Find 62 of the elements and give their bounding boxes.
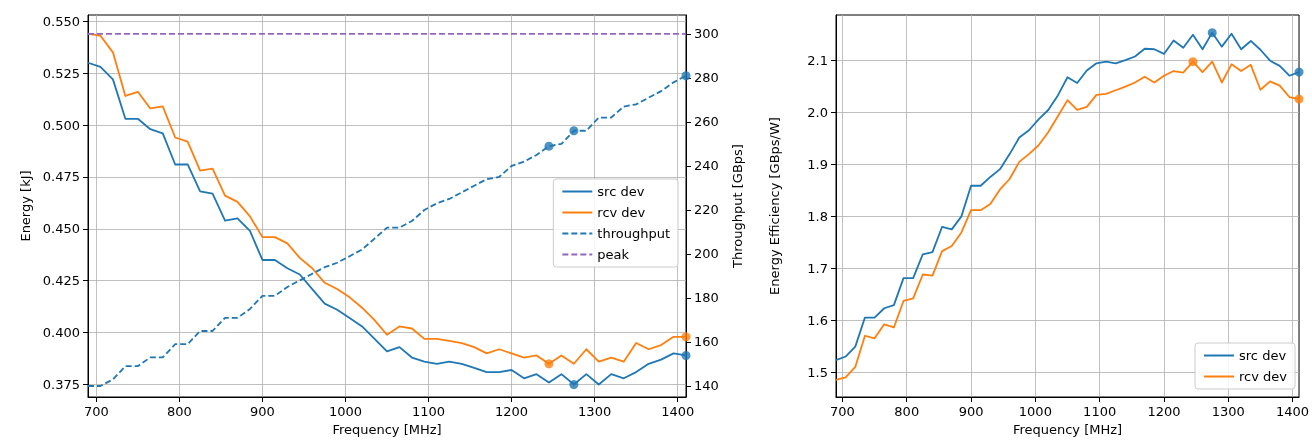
y-tick-label: 0.475 — [42, 169, 80, 185]
legend-label: src dev — [1239, 348, 1287, 363]
x-tick-label: 1300 — [1211, 404, 1245, 419]
y2-tick-label: 240 — [694, 158, 719, 174]
point — [544, 359, 554, 369]
x-tick-label: 800 — [894, 404, 920, 419]
x-tick-label: 1000 — [1018, 404, 1052, 419]
x-tick-label: 1200 — [495, 404, 529, 419]
x-tick-label: 700 — [830, 404, 855, 419]
y2-tick-label: 300 — [694, 26, 719, 42]
y-tick-label: 0.375 — [42, 377, 80, 393]
y-tick-label: 2.1 — [807, 53, 828, 69]
x-tick-label: 1100 — [411, 404, 446, 419]
y-axis-title: Energy [kJ] — [17, 170, 33, 242]
y2-tick-label: 220 — [694, 202, 719, 218]
point — [569, 126, 579, 136]
point — [569, 380, 579, 390]
y-tick-label: 0.400 — [42, 325, 80, 341]
legend-label: throughput — [597, 226, 670, 241]
y2-tick-label: 140 — [694, 378, 719, 394]
legend-label: peak — [597, 247, 630, 262]
y-tick-label: 2.0 — [807, 105, 828, 121]
legend-label: rcv dev — [597, 205, 646, 220]
point — [1188, 57, 1198, 67]
x-tick-label: 1400 — [1276, 404, 1310, 419]
y2-tick-label: 280 — [694, 70, 719, 86]
x-tick-label: 900 — [958, 404, 984, 419]
x-tick-label: 1400 — [661, 404, 695, 419]
x-tick-label: 1200 — [1147, 404, 1181, 419]
y2-tick-label: 260 — [694, 114, 719, 130]
y-tick-label: 0.525 — [42, 65, 80, 81]
y-tick-label: 0.425 — [42, 273, 80, 289]
x-axis-title: Frequency [MHz] — [332, 421, 442, 437]
y-tick-label: 1.9 — [807, 156, 828, 172]
x-tick-label: 700 — [83, 404, 109, 419]
x-tick-label: 1000 — [328, 404, 363, 419]
point — [1294, 94, 1304, 104]
y-tick-label: 1.5 — [807, 364, 828, 380]
legend-label: rcv dev — [1239, 369, 1288, 384]
y-tick-label: 0.500 — [42, 117, 80, 133]
y2-tick-label: 180 — [694, 290, 719, 306]
y-tick-label: 0.450 — [42, 221, 80, 237]
point — [1207, 28, 1217, 38]
y2-tick-label: 160 — [694, 334, 719, 350]
x-tick-label: 800 — [166, 404, 192, 419]
y2-axis-title: Throughput [GBps] — [730, 144, 745, 269]
y-tick-label: 1.8 — [807, 208, 828, 224]
x-tick-label: 1300 — [578, 404, 612, 419]
point — [681, 332, 691, 342]
x-tick-label: 900 — [250, 404, 275, 419]
y-axis-title: Energy Efficiency [GBps/W] — [767, 117, 782, 295]
y-tick-label: 1.7 — [807, 260, 828, 276]
x-tick-label: 1100 — [1083, 404, 1117, 419]
y2-tick-label: 200 — [694, 246, 719, 262]
y-tick-label: 0.550 — [42, 13, 80, 29]
point — [681, 71, 691, 81]
point — [544, 141, 554, 151]
point — [1294, 67, 1304, 77]
point — [681, 350, 691, 360]
y-tick-label: 1.6 — [807, 312, 828, 328]
x-axis-title: Frequency [MHz] — [1012, 421, 1123, 437]
legend-label: src dev — [597, 184, 645, 199]
